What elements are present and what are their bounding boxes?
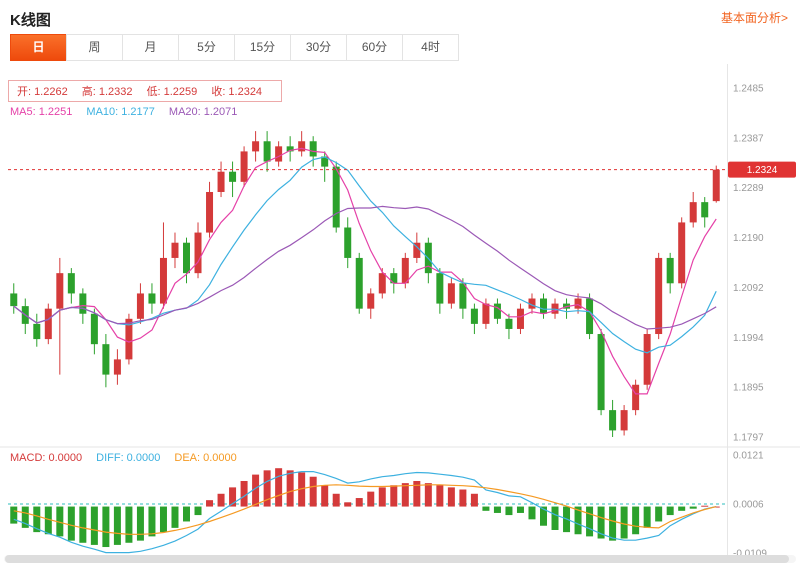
macd-histogram — [10, 468, 720, 548]
tab-week[interactable]: 周 — [66, 34, 123, 61]
diff-readout: DIFF: 0.0000 — [96, 452, 161, 464]
tab-month[interactable]: 月 — [122, 34, 179, 61]
tab-4hour[interactable]: 4时 — [402, 34, 459, 61]
scrollbar-thumb[interactable] — [5, 555, 790, 563]
ohlc-open: 开: 1.2262 — [17, 86, 68, 98]
tab-15min[interactable]: 15分 — [234, 34, 291, 61]
dea-readout: DEA: 0.0000 — [174, 452, 237, 464]
kline-chart[interactable]: 1.2485 1.2387 1.2289 1.2190 1.2092 1.1994 1.18… — [0, 64, 800, 555]
header: K线图 基本面分析> — [0, 0, 800, 34]
period-tabs: 日 周 月 5分 15分 30分 60分 4时 — [0, 34, 800, 64]
ma5-line — [13, 147, 717, 395]
price-axis-label: 1.1797 — [733, 433, 764, 444]
ma-readout: MA5: 1.2251 MA10: 1.2177 MA20: 1.2071 — [10, 106, 248, 118]
macd-axis-label: 0.0121 — [733, 451, 764, 462]
price-axis-label: 1.2289 — [733, 183, 764, 194]
macd-readout-row: MACD: 0.0000 DIFF: 0.0000 DEA: 0.0000 — [10, 452, 248, 464]
price-axis-label: 1.2092 — [733, 283, 764, 294]
current-price-tag-label: 1.2324 — [747, 165, 778, 176]
ohlc-close: 收: 1.2324 — [211, 86, 263, 98]
price-axis-label: 1.2485 — [733, 84, 764, 95]
ma5-readout: MA5: 1.2251 — [10, 106, 73, 118]
tab-60min[interactable]: 60分 — [346, 34, 403, 61]
ohlc-readout: 开: 1.2262 高: 1.2332 低: 1.2259 收: 1.2324 — [8, 80, 283, 102]
ma10-readout: MA10: 1.2177 — [86, 106, 155, 118]
ma10-line — [13, 156, 717, 354]
horizontal-scrollbar[interactable] — [4, 555, 796, 563]
ohlc-high: 高: 1.2332 — [81, 86, 133, 98]
macd-readout: MACD: 0.0000 — [10, 452, 83, 464]
tab-5min[interactable]: 5分 — [178, 34, 235, 61]
tab-30min[interactable]: 30分 — [290, 34, 347, 61]
diff-line — [13, 471, 717, 554]
candles-layer — [10, 131, 720, 437]
price-axis-label: 1.1895 — [733, 383, 764, 394]
price-axis-label: 1.1994 — [733, 333, 764, 344]
ohlc-low: 低: 1.2259 — [146, 86, 198, 98]
macd-axis-label: -0.0109 — [733, 549, 767, 556]
macd-axis-label: 0.0006 — [733, 500, 764, 511]
chart-area: 1.2485 1.2387 1.2289 1.2190 1.2092 1.1994 1.18… — [0, 64, 800, 555]
fundamental-analysis-link[interactable]: 基本面分析> — [720, 11, 788, 25]
ma20-readout: MA20: 1.2071 — [168, 106, 238, 118]
price-axis-label: 1.2190 — [733, 233, 764, 244]
ma20-line — [13, 205, 717, 330]
current-price-tag — [728, 161, 796, 178]
page-title: K线图 — [10, 12, 51, 29]
price-axis-label: 1.2387 — [733, 133, 764, 144]
dea-line — [13, 484, 717, 535]
tab-day[interactable]: 日 — [10, 34, 67, 61]
